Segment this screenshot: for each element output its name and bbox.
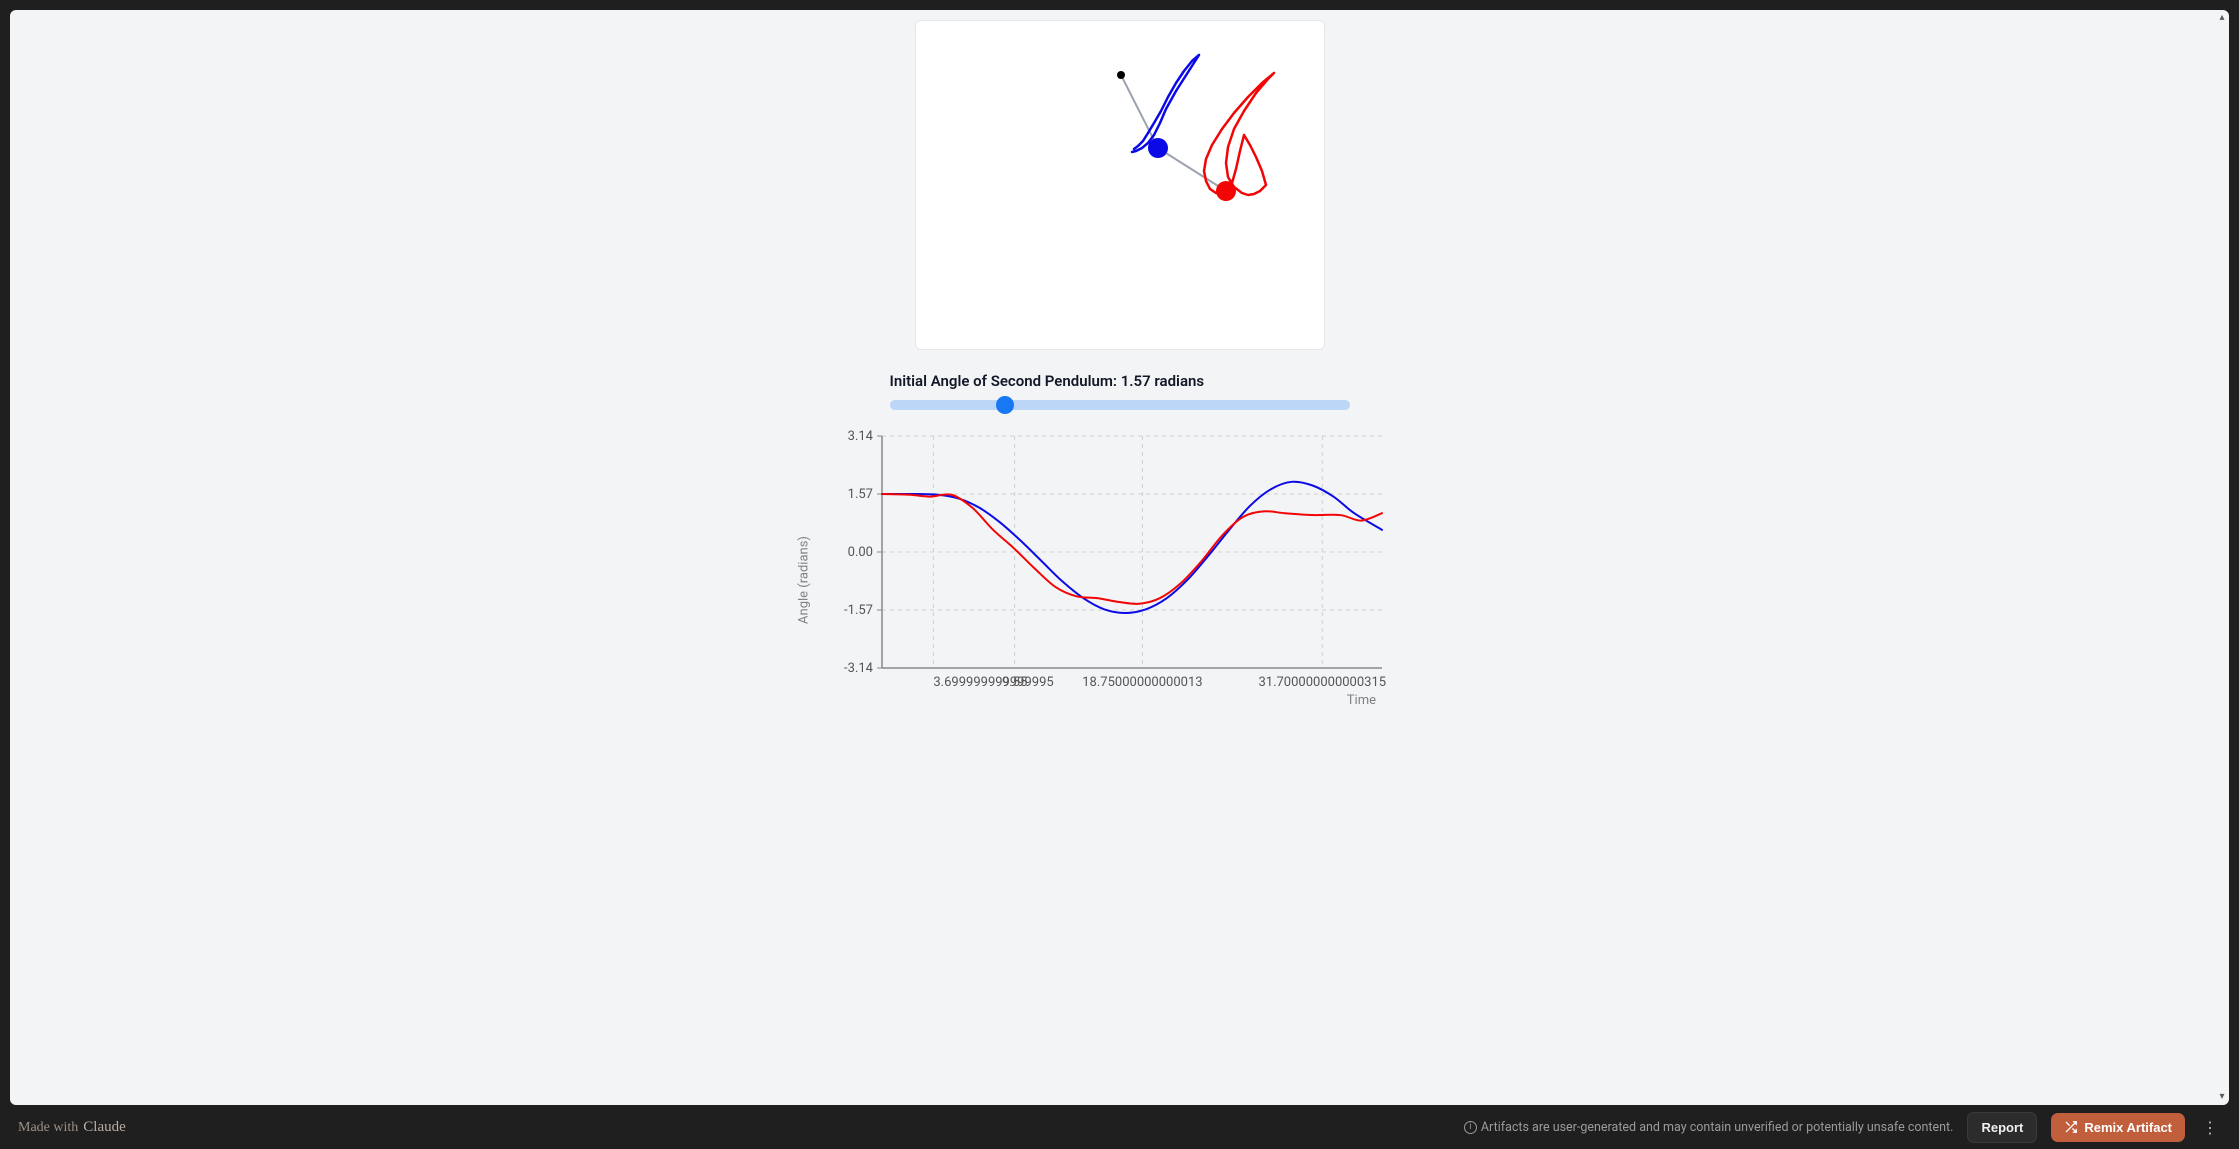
brand-name: Claude — [83, 1119, 126, 1136]
svg-text:1.57: 1.57 — [847, 487, 872, 502]
shuffle-icon — [2064, 1120, 2078, 1134]
scroll-region[interactable]: Initial Angle of Second Pendulum: 1.57 r… — [10, 10, 2229, 1105]
artifact-viewport: ▴ ▾ Initial Angle of Second Pendulum: 1.… — [10, 10, 2229, 1105]
chart-y-axis-label: Angle (radians) — [796, 536, 811, 624]
svg-text:31.700000000000315: 31.700000000000315 — [1258, 675, 1386, 690]
svg-text:3.14: 3.14 — [847, 429, 873, 444]
pendulum-svg — [916, 21, 1324, 351]
more-menu-button[interactable]: ⋮ — [2199, 1118, 2221, 1137]
remix-artifact-button[interactable]: Remix Artifact — [2051, 1113, 2185, 1142]
slider-label: Initial Angle of Second Pendulum: 1.57 r… — [890, 372, 1350, 390]
made-with-claude[interactable]: Made with Claude — [18, 1119, 126, 1136]
chart-svg: 3.14 1.57 0.00 -1.57 -3.14 3.6999999999999959… — [810, 428, 1430, 728]
disclaimer: i Artifacts are user-generated and may c… — [1464, 1120, 1954, 1135]
report-button[interactable]: Report — [1967, 1112, 2037, 1143]
svg-text:3.699999999999995: 3.699999999999995 — [933, 675, 1053, 690]
svg-text:0.00: 0.00 — [847, 545, 872, 560]
remix-label: Remix Artifact — [2084, 1120, 2172, 1135]
svg-text:-1.57: -1.57 — [844, 603, 873, 618]
slider-value: 1.57 radians — [1121, 372, 1204, 390]
svg-text:18.75000000000013: 18.75000000000013 — [1082, 675, 1202, 690]
content: Initial Angle of Second Pendulum: 1.57 r… — [10, 10, 2229, 752]
made-with-text: Made with — [18, 1120, 78, 1136]
svg-text:Time: Time — [1346, 693, 1375, 708]
svg-text:9.55: 9.55 — [1001, 675, 1026, 690]
slider-label-prefix: Initial Angle of Second Pendulum: — [890, 372, 1121, 390]
slider-thumb[interactable] — [996, 396, 1014, 414]
angle-slider[interactable] — [890, 400, 1350, 410]
report-label: Report — [1981, 1120, 2023, 1135]
pendulum-canvas — [915, 20, 1325, 350]
angle-chart: Angle (radians) 3.141.570.00-1.57-3.143.… — [810, 428, 1430, 732]
slider-block: Initial Angle of Second Pendulum: 1.57 r… — [890, 372, 1350, 410]
artifact-frame: ▴ ▾ Initial Angle of Second Pendulum: 1.… — [0, 0, 2239, 1105]
disclaimer-text: Artifacts are user-generated and may con… — [1481, 1120, 1954, 1135]
svg-text:-3.14: -3.14 — [844, 661, 874, 676]
footer-bar: Made with Claude i Artifacts are user-ge… — [0, 1105, 2239, 1149]
info-icon: i — [1464, 1121, 1477, 1134]
